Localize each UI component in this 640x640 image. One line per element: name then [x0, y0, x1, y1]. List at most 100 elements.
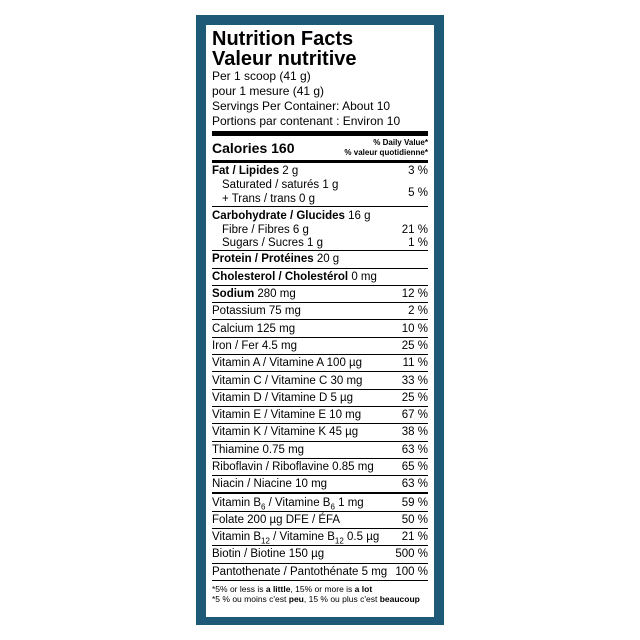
nutrient: Protein / Protéines	[212, 253, 314, 266]
dv: 5 %	[408, 186, 428, 199]
dv: 2 %	[408, 305, 428, 318]
row: Cholesterol / Cholestérol 0 mg	[212, 269, 428, 286]
row: Calcium 125 mg 10 %	[212, 320, 428, 338]
nutrient: Fibre / Fibres 6 g	[222, 223, 309, 236]
nutrient: Calcium 125 mg	[212, 322, 296, 335]
nutrient: Vitamin C / Vitamine C 30 mg	[212, 374, 363, 387]
row: Vitamin B12 / Vitamine B12 0.5 µg 21 %	[212, 529, 428, 547]
nutrient: Potassium 75 mg	[212, 305, 301, 318]
dv: 65 %	[401, 461, 428, 473]
text: Folate 200 µg DFE / ÉFA	[212, 513, 341, 526]
text: / Vitamine B	[265, 496, 331, 509]
nutrient: Pantothenate / Pantothénate 5 mg	[212, 566, 387, 578]
dv: 12 %	[401, 288, 428, 301]
subscript: 12	[334, 536, 344, 546]
nutrient: Vitamin E / Vitamine E 10 mg	[212, 409, 362, 422]
calories: Calories 160	[212, 140, 295, 156]
nutrient: Niacin / Niacine 10 mg	[212, 478, 328, 491]
text: Biotin / Biotine 150 µg	[212, 548, 325, 561]
row: Riboflavin / Riboflavine 0.85 mg 65 %	[212, 459, 428, 477]
row: Niacin / Niacine 10 mg 63 %	[212, 476, 428, 492]
b-vitamins: Vitamin B6 / Vitamine B6 1 mg 59 % Folate …	[212, 492, 428, 581]
text: Vitamin B	[212, 496, 262, 509]
nutrient: Saturated / saturés 1 g	[222, 179, 339, 192]
dv: 25 %	[401, 339, 428, 352]
nutrient: Vitamin B6 / Vitamine B6 1 mg	[212, 496, 364, 511]
row: Vitamin K / Vitamine K 45 µg 38 %	[212, 424, 428, 442]
dv: 67 %	[401, 409, 428, 422]
text: , 15% or more is	[290, 583, 355, 594]
nutrient: Vitamin D / Vitamine D 5 µg	[212, 391, 354, 404]
carb-group: Carbohydrate / Glucides 16 g Fibre / Fib…	[212, 207, 428, 252]
dv-header: % Daily Value*% valeur quotidienne*	[344, 138, 428, 158]
dv-en: % Daily Value*	[373, 138, 428, 147]
row: Vitamin E / Vitamine E 10 mg 67 %	[212, 407, 428, 425]
nutrient: Cholesterol / Cholestérol	[212, 270, 349, 283]
dv: 10 %	[401, 322, 428, 335]
text: / Vitamine B	[269, 531, 335, 544]
title: Nutrition Facts	[212, 28, 354, 50]
nutrient: Thiamine 0.75 mg	[212, 443, 305, 456]
dv-fr: % valeur quotidienne*	[344, 148, 428, 157]
subscript: 12	[261, 536, 270, 546]
dv: 63 %	[401, 443, 428, 456]
row: Vitamin D / Vitamine D 5 µg 25 %	[212, 390, 428, 407]
row: Protein / Protéines 20 g	[212, 251, 428, 269]
subscript: 6	[261, 501, 266, 511]
text: *5% or less is	[212, 583, 266, 594]
emphasis: beaucoup	[379, 593, 420, 604]
text: Pantothenate / Pantothénate 5 mg	[212, 565, 388, 578]
dv: 50 %	[401, 513, 428, 526]
row: Biotin / Biotine 150 µg 500 %	[212, 546, 428, 564]
nutrient: Biotin / Biotine 150 µg	[212, 548, 324, 560]
dv: 500 %	[395, 548, 428, 561]
row: Pantothenate / Pantothénate 5 mg 100 %	[212, 564, 428, 581]
nutrient: Carbohydrate / Glucides	[212, 210, 345, 223]
text: , 15 % ou plus c'est	[303, 593, 380, 604]
sub-rows: Saturated / saturés 1 g + Trans / trans 0…	[212, 179, 428, 206]
nutrient: Folate 200 µg DFE / ÉFA	[212, 514, 340, 526]
dv: 59 %	[401, 496, 428, 509]
nutrient: Sugars / Sucres 1 g	[222, 237, 323, 250]
emphasis: a little	[265, 583, 291, 594]
fat-group: Fat / Lipides 2 g 3 % Saturated / saturés…	[212, 163, 428, 208]
row: Vitamin A / Vitamine A 100 µg 11 %	[212, 355, 428, 373]
nutrient: Fat / Lipides	[212, 165, 280, 178]
title: Valeur nutritive	[212, 48, 357, 70]
servings: Portions par contenant : Environ 10	[212, 114, 428, 136]
nutrient: Iron / Fer 4.5 mg	[212, 339, 298, 352]
nutrient: + Trans / trans 0 g	[222, 192, 316, 205]
amount: 16 g	[348, 210, 371, 223]
amount: 2 g	[282, 165, 299, 178]
amount: 0 mg	[351, 270, 377, 283]
row: Carbohydrate / Glucides 16 g	[212, 209, 428, 223]
subscript: 6	[330, 501, 335, 511]
row: Vitamin C / Vitamine C 30 mg 33 %	[212, 372, 428, 390]
dv: 63 %	[401, 478, 428, 491]
serving: pour 1 mesure (41 g)	[212, 84, 325, 98]
dv: 1 %	[408, 237, 428, 250]
row: Thiamine 0.75 mg 63 %	[212, 442, 428, 459]
amount: 20 g	[316, 253, 340, 266]
amount: 280 mg	[257, 288, 296, 301]
row: Iron / Fer 4.5 mg 25 %	[212, 338, 428, 356]
dv: 100 %	[395, 565, 428, 578]
dv: 21 %	[401, 531, 428, 544]
row: Sodium 280 mg 12 %	[212, 286, 428, 304]
text: 1 mg	[334, 496, 364, 509]
row: Folate 200 µg DFE / ÉFA 50 %	[212, 512, 428, 530]
micronutrients: Potassium 75 mg 2 % Calcium 125 mg 10 % Iron…	[212, 303, 428, 492]
nutrient: Vitamin K / Vitamine K 45 µg	[212, 426, 359, 439]
dv: 38 %	[401, 426, 428, 439]
row: Vitamin B6 / Vitamine B6 1 mg 59 %	[212, 494, 428, 512]
footnote-en: *5% or less is a little, 15% or more is …	[212, 584, 428, 594]
label-box: Nutrition Facts Valeur nutritive Per 1 s…	[206, 25, 434, 617]
nutrient: Sodium	[212, 288, 255, 301]
text: Vitamin B	[212, 531, 262, 544]
emphasis: a lot	[354, 583, 373, 594]
footnote: *5% or less is a little, 15% or more is …	[212, 584, 428, 604]
emphasis: peu	[288, 593, 304, 604]
text: 0.5 µg	[343, 531, 380, 544]
servings: Servings Per Container: About 10	[212, 99, 391, 113]
